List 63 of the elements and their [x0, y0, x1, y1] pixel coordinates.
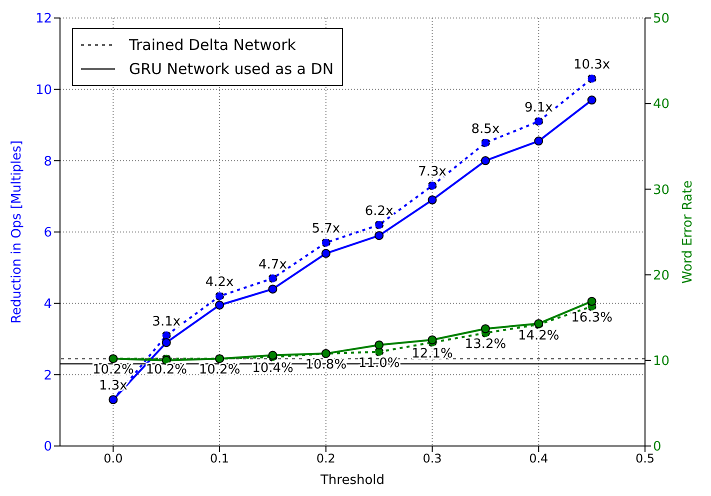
point: [374, 347, 384, 356]
point: [480, 324, 490, 334]
legend-label: Trained Delta Network: [129, 36, 296, 54]
point: [428, 181, 437, 190]
point: [587, 296, 596, 306]
y-tick-label: 0: [44, 440, 52, 455]
data-label: 10.2%: [146, 362, 188, 378]
x-tick-label: 0.4: [529, 452, 548, 466]
y-tick-label: 10: [35, 82, 52, 98]
legend-label: GRU Network used as a DN: [129, 60, 334, 78]
point: [215, 300, 224, 310]
point: [534, 116, 544, 126]
y2-tick-label: 10: [653, 354, 670, 370]
data-label: 10.2%: [92, 362, 134, 378]
point: [587, 74, 596, 84]
y-tick-label: 2: [44, 368, 52, 384]
point: [480, 138, 490, 148]
y-tick-label: 4: [44, 296, 52, 312]
data-label: 3.1x: [152, 314, 181, 330]
data-label: 10.3x: [574, 58, 610, 73]
data-label: 6.2x: [364, 204, 394, 219]
point: [321, 248, 330, 258]
point: [162, 338, 171, 348]
data-label: 4.7x: [258, 257, 288, 272]
y-tick-label: 6: [44, 226, 52, 241]
data-label: 13.2%: [464, 337, 506, 352]
point: [268, 274, 278, 283]
point: [374, 220, 384, 230]
data-label: 7.3x: [418, 164, 447, 180]
x-tick-label: 0.1: [210, 452, 230, 466]
x-tick-label: 0.0: [104, 452, 123, 466]
data-label: 5.7x: [312, 222, 340, 237]
x-tick-label: 0.3: [422, 452, 442, 466]
y2-tick-label: 0: [653, 440, 662, 455]
y2-axis-title: Word Error Rate: [680, 180, 696, 284]
point: [428, 335, 437, 344]
x-tick-label: 0.5: [635, 452, 655, 466]
point: [428, 195, 437, 204]
data-label: 10.4%: [252, 360, 294, 376]
data-label: 10.2%: [198, 362, 240, 378]
data-label: 8.5x: [471, 122, 500, 137]
data-label: 4.2x: [205, 275, 234, 290]
point: [268, 284, 278, 294]
data-label: 12.1%: [412, 346, 453, 362]
data-label: 9.1x: [524, 100, 554, 116]
point: [534, 136, 544, 146]
x-tick-label: 0.2: [316, 452, 336, 466]
data-label: 16.3%: [571, 310, 612, 326]
y2-tick-label: 40: [653, 97, 670, 112]
y-tick-label: 12: [35, 12, 52, 27]
point: [321, 238, 330, 248]
y2-tick-label: 30: [653, 182, 670, 198]
point: [374, 231, 384, 240]
point: [480, 156, 490, 166]
y-axis-title: Reduction in Ops [Multiples]: [10, 140, 25, 324]
data-label: 14.2%: [518, 328, 560, 344]
x-axis-title: Threshold: [319, 473, 385, 488]
y2-tick-label: 50: [653, 12, 670, 27]
y-tick-label: 8: [44, 154, 52, 170]
y2-tick-label: 20: [653, 268, 670, 284]
point: [587, 96, 596, 105]
point: [215, 292, 224, 301]
point: [374, 340, 384, 350]
